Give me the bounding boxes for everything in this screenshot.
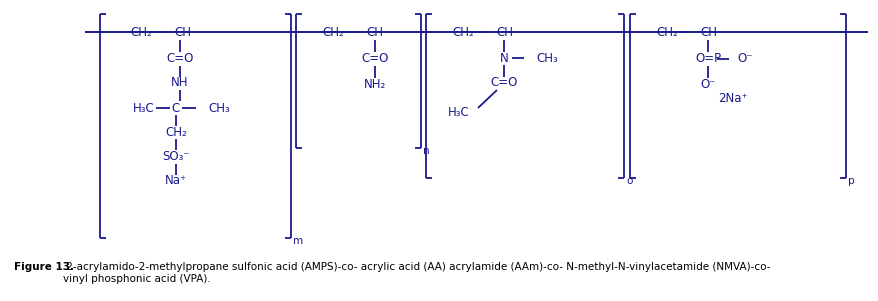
Text: CH: CH (365, 26, 383, 39)
Text: Figure 13.: Figure 13. (14, 262, 74, 272)
Text: CH₃: CH₃ (536, 51, 558, 64)
Text: n: n (422, 146, 429, 156)
Text: CH₂: CH₂ (165, 126, 187, 138)
Text: C=O: C=O (490, 76, 517, 89)
Text: NH: NH (171, 76, 189, 89)
Text: 2Na⁺: 2Na⁺ (717, 92, 747, 104)
Text: CH₂: CH₂ (321, 26, 343, 39)
Text: CH₃: CH₃ (208, 101, 229, 114)
Text: H₃C: H₃C (448, 107, 470, 119)
Text: O⁻: O⁻ (736, 52, 752, 66)
Text: 2-acrylamido-2-methylpropane sulfonic acid (AMPS)-co- acrylic acid (AA) acrylami: 2-acrylamido-2-methylpropane sulfonic ac… (63, 262, 770, 284)
Text: N: N (499, 51, 507, 64)
Text: CH₂: CH₂ (130, 26, 152, 39)
Text: CH₂: CH₂ (451, 26, 473, 39)
Text: H₃C: H₃C (133, 101, 155, 114)
Text: C: C (172, 101, 180, 114)
Text: p: p (847, 176, 853, 186)
Text: SO₃⁻: SO₃⁻ (162, 150, 190, 163)
Text: O⁻: O⁻ (700, 77, 715, 91)
Text: Na⁺: Na⁺ (165, 175, 187, 188)
Text: CH: CH (699, 26, 716, 39)
Text: O=P: O=P (694, 52, 720, 66)
Text: C=O: C=O (166, 52, 193, 66)
Text: C=O: C=O (361, 52, 388, 66)
Text: CH: CH (495, 26, 513, 39)
Text: m: m (292, 236, 303, 246)
Text: o: o (625, 176, 631, 186)
Text: CH₂: CH₂ (655, 26, 677, 39)
Text: CH: CH (174, 26, 191, 39)
Text: NH₂: NH₂ (363, 77, 385, 91)
